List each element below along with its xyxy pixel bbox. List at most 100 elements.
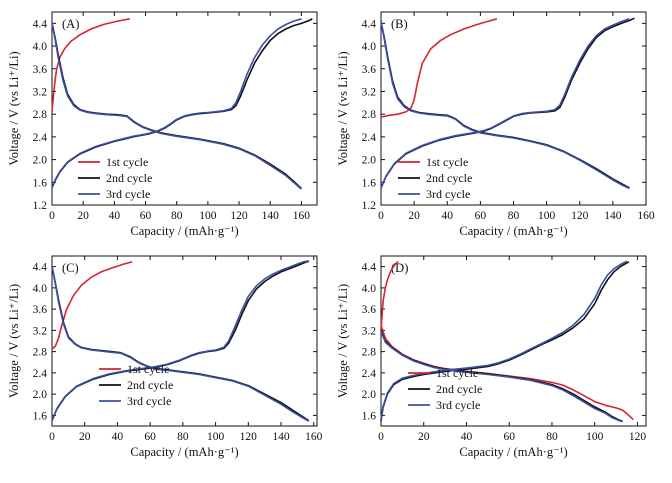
- series-line-1st-cycle-1: [380, 18, 498, 118]
- y-tick-label: 3.6: [33, 304, 48, 316]
- x-tick-label: 120: [230, 210, 248, 222]
- y-tick-label: 4.0: [362, 41, 377, 53]
- plot-frame: [51, 255, 318, 427]
- x-axis-title: Capacity / (mAh·g⁻¹): [130, 224, 238, 238]
- x-tick-label: 0: [378, 431, 384, 443]
- x-tick-label: 20: [418, 431, 430, 443]
- y-tick-label: 2.8: [362, 347, 377, 359]
- plot-frame: [51, 11, 318, 206]
- y-tick-label: 2.0: [33, 155, 48, 167]
- legend-label: 1st cycle: [106, 155, 148, 169]
- x-tick-label: 140: [272, 431, 290, 443]
- series-line-3rd-cycle-1: [380, 20, 630, 190]
- y-tick-label: 2.8: [33, 109, 48, 121]
- x-tick-label: 80: [171, 210, 183, 222]
- y-tick-label: 3.2: [362, 86, 377, 98]
- series-line-2nd-cycle-2: [380, 261, 630, 421]
- x-axis-title: Capacity / (mAh·g⁻¹): [130, 445, 238, 459]
- panel-label: (D): [391, 261, 408, 275]
- y-tick-label: 2.0: [33, 389, 48, 401]
- panel-label: (B): [391, 17, 408, 31]
- y-tick-label: 4.4: [33, 262, 48, 274]
- x-tick-label: 100: [586, 431, 604, 443]
- legend-label: 2nd cycle: [127, 378, 173, 392]
- y-tick-label: 3.2: [33, 325, 48, 337]
- y-tick-label: 4.0: [33, 283, 48, 295]
- y-tick-label: 1.6: [362, 410, 377, 422]
- y-axis-title: Voltage / V (vs Li⁺/Li): [336, 51, 350, 165]
- chart-panel-4: 0 20 40 60 80 100 120 1.6 2.0 2.4 2.8 3.2 3.6 4.0 4.4 C…: [336, 255, 647, 459]
- series-line-3rd-cycle-2: [51, 18, 302, 189]
- x-tick-label: 0: [378, 210, 384, 222]
- y-tick-label: 4.4: [362, 262, 377, 274]
- series-line-3rd-cycle-1: [51, 265, 310, 422]
- legend-label: 2nd cycle: [426, 171, 472, 185]
- series-line-2nd-cycle-1: [380, 22, 630, 189]
- panel-label: (A): [62, 17, 79, 31]
- x-tick-label: 80: [546, 431, 558, 443]
- x-tick-label: 20: [408, 210, 420, 222]
- y-tick-label: 1.6: [33, 177, 48, 189]
- x-tick-label: 40: [109, 210, 121, 222]
- x-tick-label: 80: [508, 210, 520, 222]
- y-tick-label: 1.6: [362, 177, 377, 189]
- y-tick-label: 4.4: [33, 18, 48, 30]
- series-line-1st-cycle-1: [380, 260, 399, 331]
- legend-label: 1st cycle: [127, 362, 169, 376]
- y-tick-label: 3.6: [33, 64, 48, 76]
- series-line-3rd-cycle-2: [380, 18, 630, 189]
- x-tick-label: 100: [199, 210, 217, 222]
- y-tick-label: 3.2: [33, 86, 48, 98]
- chart-panel-2: 0 20 40 60 80 100 120 140 160 1.2 1.6 2.0 2.4 2.8 3.2 3…: [336, 11, 655, 238]
- legend-label: 3rd cycle: [106, 187, 150, 201]
- x-tick-label: 160: [305, 431, 323, 443]
- y-tick-label: 4.4: [362, 18, 377, 30]
- x-axis-title: Capacity / (mAh·g⁻¹): [459, 224, 567, 238]
- chart-panel-3: 0 20 40 60 80 100 120 140 160 1.6 2.0 2.4 2.8 3.2 3.6 4…: [7, 255, 323, 459]
- y-tick-label: 1.6: [33, 410, 48, 422]
- x-tick-label: 0: [49, 210, 55, 222]
- x-tick-label: 60: [503, 431, 515, 443]
- y-tick-label: 3.2: [362, 325, 377, 337]
- x-tick-label: 20: [77, 210, 89, 222]
- x-tick-label: 60: [140, 210, 152, 222]
- y-axis-title: Voltage / V (vs Li⁺/Li): [336, 284, 350, 398]
- y-tick-label: 2.0: [362, 155, 377, 167]
- y-tick-label: 2.8: [362, 109, 377, 121]
- x-tick-label: 40: [112, 431, 124, 443]
- series-line-1st-cycle-1: [51, 18, 131, 112]
- x-tick-label: 100: [207, 431, 225, 443]
- series-line-3rd-cycle-2: [380, 260, 628, 420]
- y-tick-label: 2.8: [33, 347, 48, 359]
- y-tick-label: 3.6: [362, 64, 377, 76]
- x-tick-label: 60: [144, 431, 156, 443]
- legend-label: 1st cycle: [436, 366, 478, 380]
- legend-label: 3rd cycle: [436, 398, 480, 412]
- y-tick-label: 2.0: [362, 389, 377, 401]
- legend-label: 3rd cycle: [426, 187, 470, 201]
- y-tick-label: 4.0: [362, 283, 377, 295]
- x-tick-label: 120: [571, 210, 589, 222]
- y-tick-label: 2.4: [33, 132, 48, 144]
- chart-panel-1: 0 20 40 60 80 100 120 140 160 1.2 1.6 2.0 2.4 2.8 3.2 3…: [7, 11, 318, 238]
- x-tick-label: 100: [538, 210, 556, 222]
- x-tick-label: 140: [262, 210, 280, 222]
- plot-frame: [380, 255, 647, 427]
- y-tick-label: 1.2: [33, 200, 48, 212]
- x-tick-label: 0: [49, 431, 55, 443]
- y-axis-title: Voltage / V (vs Li⁺/Li): [7, 51, 21, 165]
- series-line-3rd-cycle-1: [51, 22, 302, 190]
- y-tick-label: 2.4: [33, 368, 48, 380]
- series-line-3rd-cycle-2: [51, 260, 309, 421]
- x-tick-label: 60: [475, 210, 487, 222]
- y-tick-label: 1.2: [362, 200, 377, 212]
- x-tick-label: 120: [240, 431, 258, 443]
- y-tick-label: 3.6: [362, 304, 377, 316]
- y-axis-title: Voltage / V (vs Li⁺/Li): [7, 284, 21, 398]
- x-tick-label: 40: [442, 210, 454, 222]
- series-line-3rd-cycle-1: [380, 331, 623, 423]
- legend-label: 1st cycle: [426, 155, 468, 169]
- x-axis-title: Capacity / (mAh·g⁻¹): [459, 445, 567, 459]
- x-tick-label: 80: [177, 431, 189, 443]
